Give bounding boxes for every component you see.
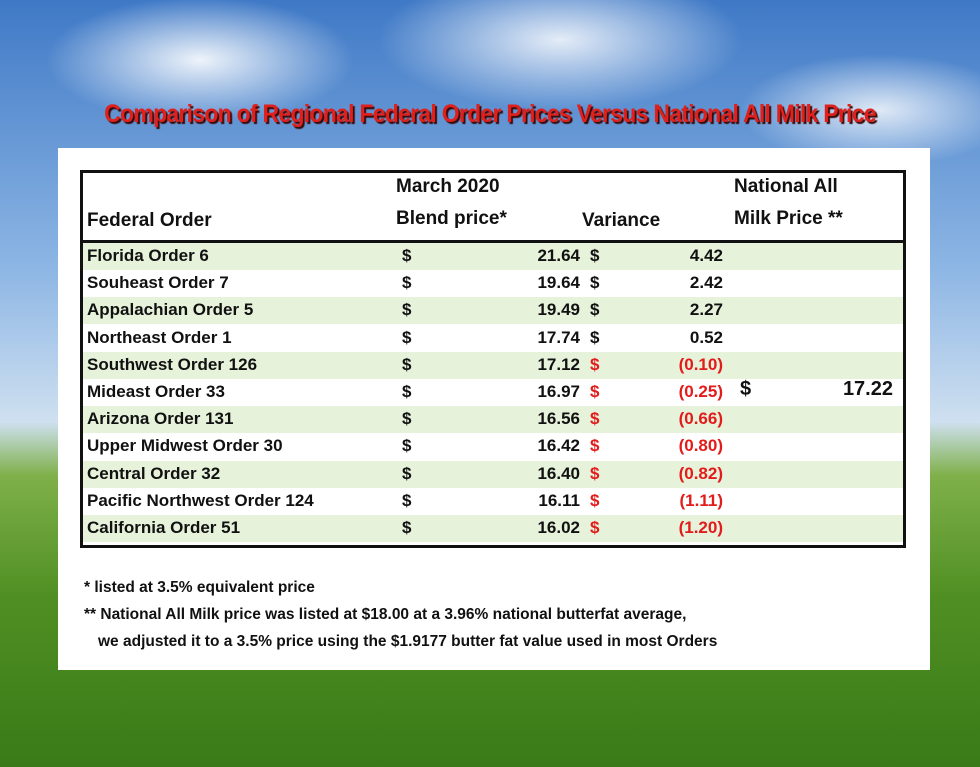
cell: (0.10): [678, 354, 723, 374]
cell: $: [402, 409, 412, 429]
cell: $: [590, 436, 600, 456]
cell: $: [402, 382, 412, 401]
cell: (0.80): [678, 436, 723, 456]
cell: (0.25): [678, 382, 723, 401]
cell: 17.12: [537, 354, 580, 374]
footnote: * listed at 3.5% equivalent price: [84, 579, 315, 596]
cell: California Order 51: [87, 518, 241, 537]
cell: $: [402, 354, 412, 374]
cell: Mideast Order 33: [87, 382, 225, 401]
cell: $: [402, 518, 412, 537]
cell: $: [590, 300, 600, 320]
header: March 2020: [396, 176, 500, 197]
header: Variance: [582, 210, 661, 231]
cell: $: [402, 300, 412, 320]
cell: 17.74: [537, 327, 580, 347]
cell: 2.42: [689, 273, 723, 293]
cell: Appalachian Order 5: [87, 300, 254, 320]
cell: $: [402, 490, 412, 510]
cell: $: [590, 354, 600, 374]
cell: 16.40: [537, 463, 580, 483]
cell: $: [402, 246, 412, 265]
cell: $: [590, 490, 600, 510]
cell: Florida Order 6: [87, 246, 209, 265]
cell: 19.64: [537, 273, 580, 293]
table: [80, 170, 906, 548]
header: Federal Order: [87, 210, 212, 231]
cell: $: [590, 463, 600, 483]
cell: Northeast Order 1: [87, 327, 232, 347]
cell: (0.82): [678, 463, 723, 483]
row-band: [83, 351, 903, 379]
header: Milk Price **: [734, 208, 843, 229]
cell: $: [402, 273, 412, 293]
footnote: ** National All Milk price was listed at…: [84, 606, 687, 623]
header-rule: [80, 240, 906, 243]
cell: 16.56: [537, 409, 580, 429]
cell: 2.27: [689, 300, 723, 320]
cell: 16.42: [537, 436, 580, 456]
cell: $: [402, 436, 412, 456]
cell: $: [590, 382, 600, 401]
cell: 16.11: [538, 490, 580, 510]
cell: $: [590, 246, 600, 265]
cell: Central Order 32: [87, 463, 221, 483]
row-band: [83, 406, 903, 434]
header: National All: [734, 176, 838, 197]
cell: $: [590, 409, 600, 429]
cell: 16.02: [537, 518, 580, 537]
cell: 16.97: [537, 382, 580, 401]
cell: (1.11): [679, 490, 723, 510]
cell: 4.42: [689, 246, 723, 265]
cell: (1.20): [678, 518, 723, 537]
cell: Upper Midwest Order 30: [87, 436, 283, 456]
cell: 17.22: [842, 378, 893, 400]
row-band: [83, 243, 903, 270]
cell: 19.49: [537, 300, 580, 320]
row-band: [83, 460, 903, 488]
cell: $: [740, 378, 752, 400]
cell: Souheast Order 7: [87, 273, 229, 293]
row-band: [83, 515, 903, 542]
cell: (0.66): [678, 409, 723, 429]
cell: $: [590, 518, 600, 537]
cell: 0.52: [689, 327, 723, 347]
cell: 21.64: [537, 246, 580, 265]
cell: Pacific Northwest Order 124: [87, 490, 314, 510]
cell: $: [590, 327, 600, 347]
cell: $: [402, 327, 412, 347]
cell: Southwest Order 126: [87, 354, 258, 374]
footnote: we adjusted it to a 3.5% price using the…: [98, 633, 718, 650]
cell: Arizona Order 131: [87, 409, 234, 429]
header: Blend price*: [396, 208, 507, 229]
row-band: [83, 297, 903, 325]
cell: $: [590, 273, 600, 293]
cell: $: [402, 463, 412, 483]
title: Comparison of Regional Federal Order Pri…: [104, 100, 876, 128]
